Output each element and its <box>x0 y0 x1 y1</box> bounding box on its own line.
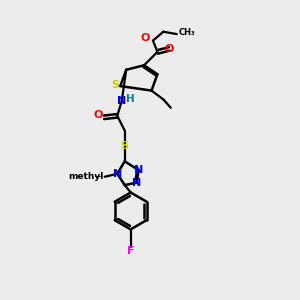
Text: N: N <box>117 96 126 106</box>
Text: methyl: methyl <box>99 176 104 177</box>
Text: N: N <box>113 169 122 179</box>
Text: S: S <box>121 140 129 151</box>
Text: N: N <box>134 165 143 175</box>
Text: CH₃: CH₃ <box>178 28 195 37</box>
Text: O: O <box>165 44 174 54</box>
Text: methyl: methyl <box>68 172 103 181</box>
Text: O: O <box>141 33 150 43</box>
Text: methyl: methyl <box>106 176 111 177</box>
Text: methyl: methyl <box>95 176 100 177</box>
Text: O: O <box>93 110 103 120</box>
Text: H: H <box>126 94 134 104</box>
Text: N: N <box>132 178 141 188</box>
Text: methyl: methyl <box>96 176 101 177</box>
Text: S: S <box>111 80 119 90</box>
Text: F: F <box>127 246 134 256</box>
